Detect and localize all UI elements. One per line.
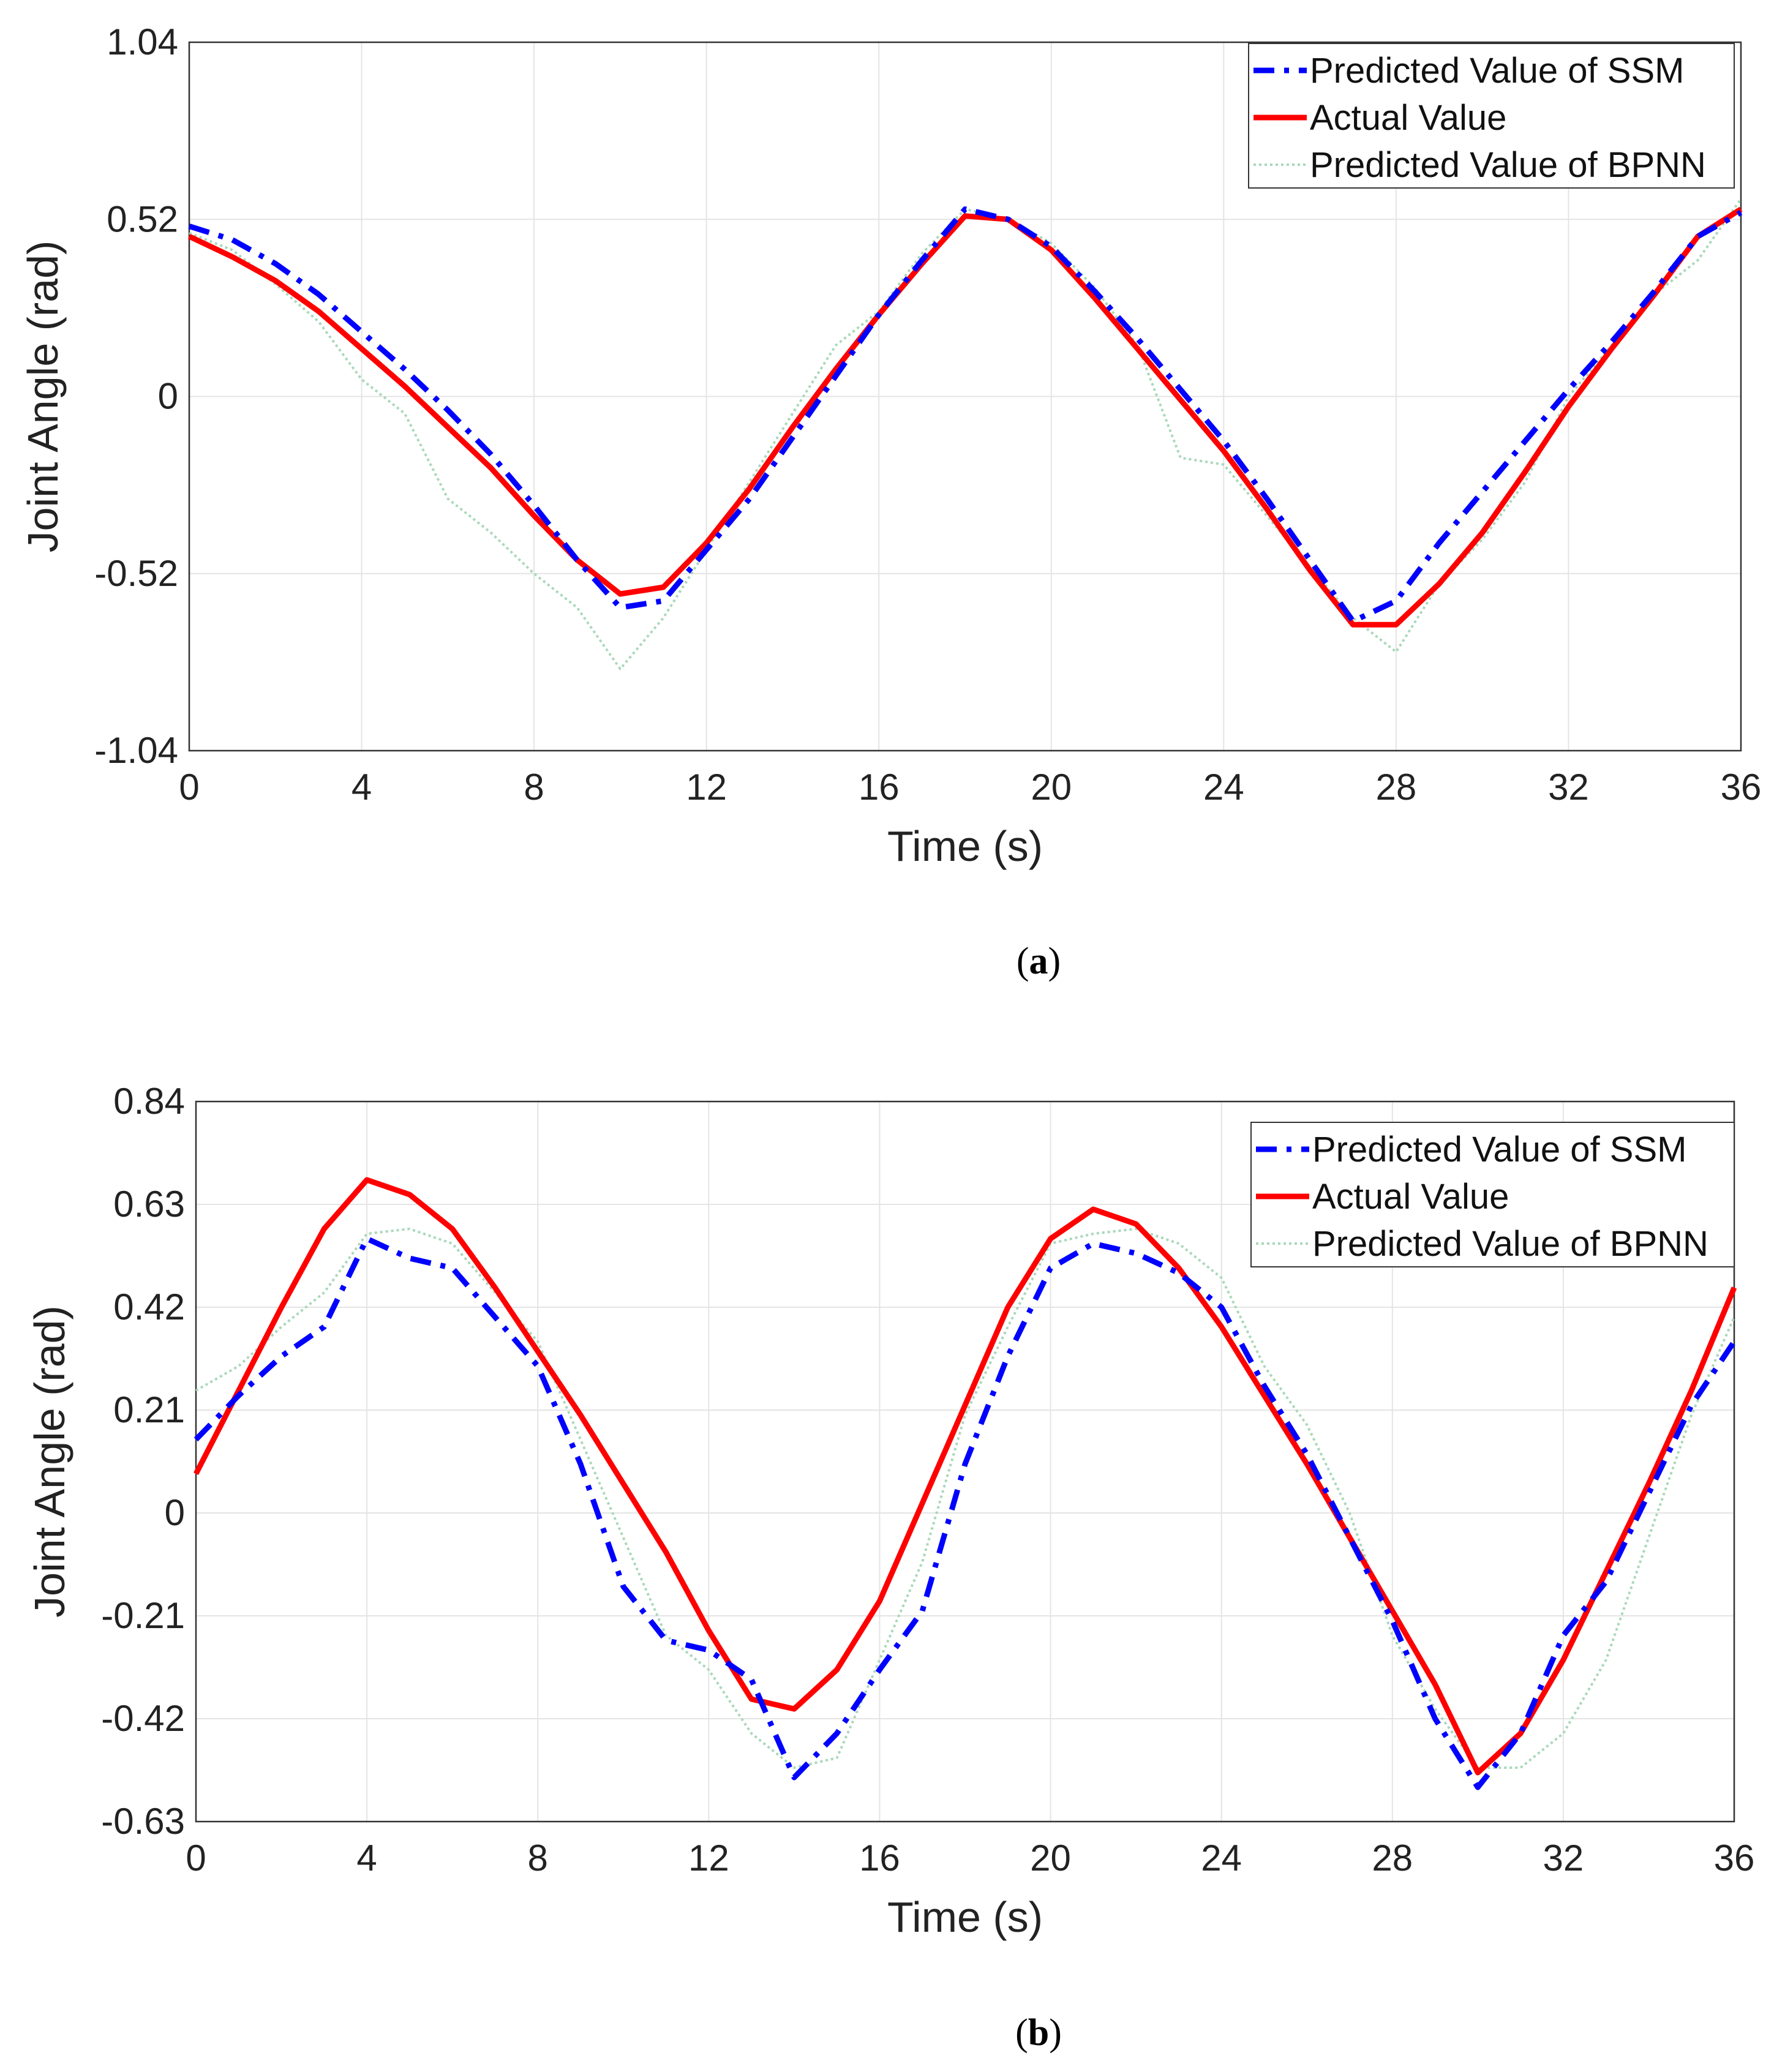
x-tick-label: 24 [1203,767,1244,808]
x-tick-label: 36 [1714,1837,1755,1879]
axes-frame [195,1100,1735,1823]
y-tick-label: -0.42 [101,1698,185,1739]
y-tick-label: 0.63 [113,1184,185,1225]
y-tick-label: 0.42 [113,1286,185,1327]
legend-entry: Predicted Value of BPNN [1312,1224,1708,1264]
y-tick-label: 0 [158,376,178,417]
y-tick-label: -0.21 [101,1595,185,1636]
x-tick-label: 20 [1030,1837,1071,1879]
legend-box [1250,1122,1735,1267]
x-tick-label: 32 [1548,767,1589,808]
figure-caption: (a) [1017,940,1061,982]
x-tick-label: 24 [1201,1837,1242,1879]
x-tick-label: 16 [859,1837,900,1879]
y-tick-label: -1.04 [94,730,178,771]
x-axis-label: Time (s) [887,822,1043,870]
x-tick-label: 32 [1543,1837,1584,1879]
x-tick-label: 8 [528,1837,548,1879]
x-tick-label: 28 [1376,767,1417,808]
x-tick-label: 20 [1031,767,1072,808]
legend-entry: Actual Value [1310,98,1506,138]
x-tick-label: 28 [1372,1837,1413,1879]
x-tick-label: 12 [686,767,727,808]
legend-entry: Predicted Value of BPNN [1310,145,1706,185]
legend-entry: Actual Value [1312,1177,1509,1217]
figure-caption: (b) [1015,2012,1062,2054]
y-axis-label: Joint Angle (rad) [19,241,67,553]
x-tick-label: 0 [179,767,199,808]
y-tick-label: 0.84 [113,1081,185,1122]
legend: Predicted Value of SSM Actual Value Predic… [1250,1122,1735,1267]
chart-b: 0 4 8 12 16 20 24 28 32 36 -0.63 -0.42 -0.21 0 0.21 0.4… [26,1081,1754,2054]
x-tick-label: 4 [351,767,372,808]
x-tick-label: 36 [1721,767,1762,808]
x-tick-label: 8 [524,767,544,808]
y-tick-label: 0 [165,1492,185,1533]
legend-entry: Predicted Value of SSM [1312,1130,1686,1169]
x-axis-label: Time (s) [887,1893,1043,1941]
x-tick-label: 4 [356,1837,377,1879]
y-axis-label: Joint Angle (rad) [26,1305,73,1618]
legend-entry: Predicted Value of SSM [1310,51,1684,91]
legend-box [1248,43,1735,189]
y-tick-label: 0.21 [113,1389,185,1430]
x-tick-label: 12 [688,1837,729,1879]
axes-frame [188,41,1742,752]
x-tick-label: 0 [186,1837,206,1879]
y-tick-label: 1.04 [107,21,178,62]
legend: Predicted Value of SSM Actual Value Predic… [1248,43,1735,189]
x-tick-label: 16 [859,767,900,808]
y-tick-label: 0.52 [107,198,178,239]
y-tick-label: -0.63 [101,1801,185,1842]
y-tick-label: -0.52 [94,553,178,594]
chart-a: 0 4 8 12 16 20 24 28 32 36 -1.04 -0.52 0 0.52 1.04 Time… [19,21,1761,982]
